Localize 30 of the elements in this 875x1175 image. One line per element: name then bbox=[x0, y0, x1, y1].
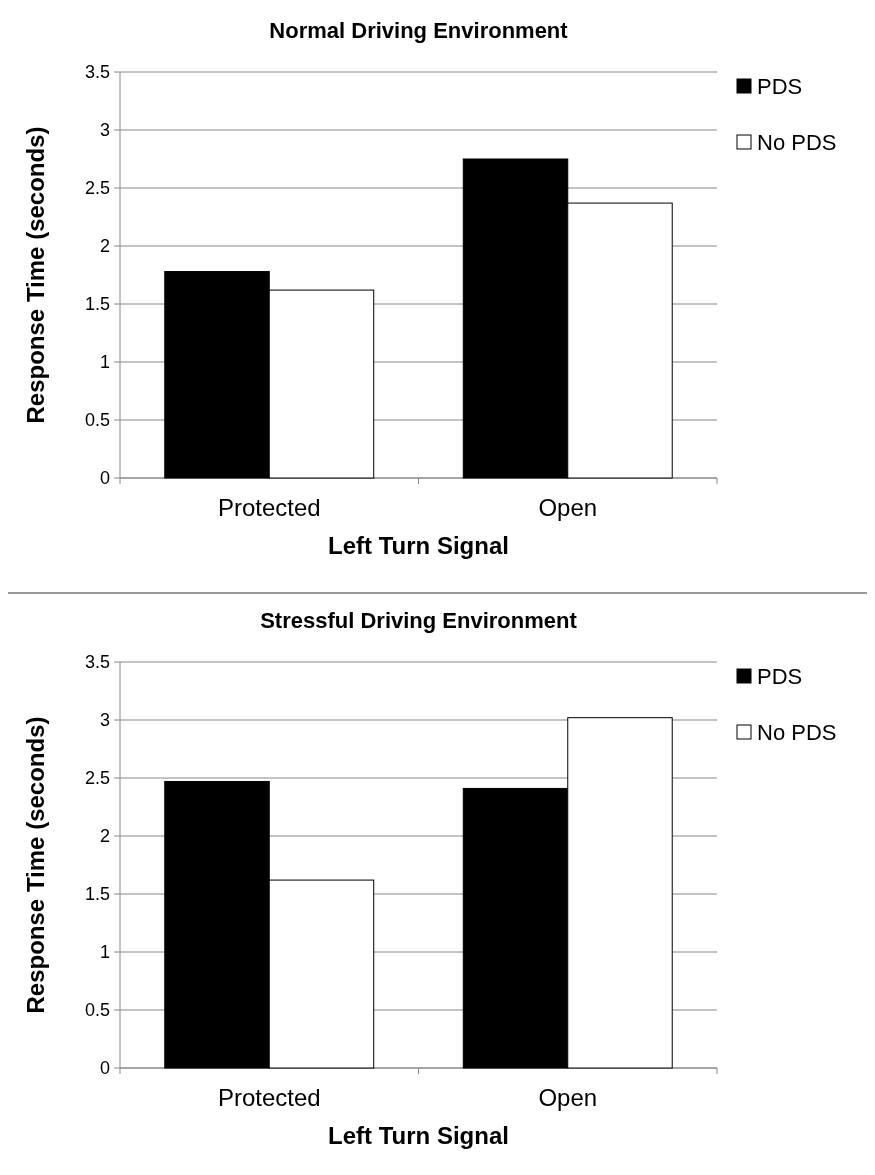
y-tick-label: 1 bbox=[99, 352, 110, 373]
x-axis-title: Left Turn Signal bbox=[328, 1122, 509, 1149]
legend-label: No PDS bbox=[757, 129, 837, 155]
x-tick-label: Open bbox=[538, 494, 598, 521]
y-axis-title: Response Time (seconds) bbox=[22, 126, 49, 424]
y-tick-label: 1.5 bbox=[84, 294, 110, 315]
y-tick-label: 2.5 bbox=[84, 768, 110, 789]
x-axis-title: Left Turn Signal bbox=[328, 532, 509, 559]
chart-title: Normal Driving Environment bbox=[269, 18, 569, 43]
y-tick-label: 1 bbox=[99, 942, 110, 963]
x-tick-label: Protected bbox=[217, 494, 321, 521]
y-tick-label: 2.5 bbox=[84, 178, 110, 199]
y-axis-title: Response Time (seconds) bbox=[22, 716, 49, 1014]
y-tick-label: 3 bbox=[99, 710, 110, 731]
y-tick-label: 3.5 bbox=[84, 62, 110, 83]
y-tick-label: 3 bbox=[99, 120, 110, 141]
y-tick-label: 0 bbox=[99, 1058, 110, 1079]
y-tick-label: 3.5 bbox=[84, 652, 110, 673]
y-tick-label: 0.5 bbox=[84, 1000, 110, 1021]
y-tick-label: 0.5 bbox=[84, 410, 110, 431]
y-tick-label: 2 bbox=[99, 826, 110, 847]
x-tick-label: Open bbox=[538, 1084, 598, 1111]
y-tick-label: 2 bbox=[99, 236, 110, 257]
legend-label: PDS bbox=[757, 73, 803, 99]
y-tick-label: 1.5 bbox=[84, 884, 110, 905]
y-tick-label: 0 bbox=[99, 468, 110, 489]
chart-title: Stressful Driving Environment bbox=[260, 608, 578, 633]
legend-label: No PDS bbox=[757, 719, 837, 745]
x-tick-label: Protected bbox=[217, 1084, 321, 1111]
legend-label: PDS bbox=[757, 663, 803, 689]
